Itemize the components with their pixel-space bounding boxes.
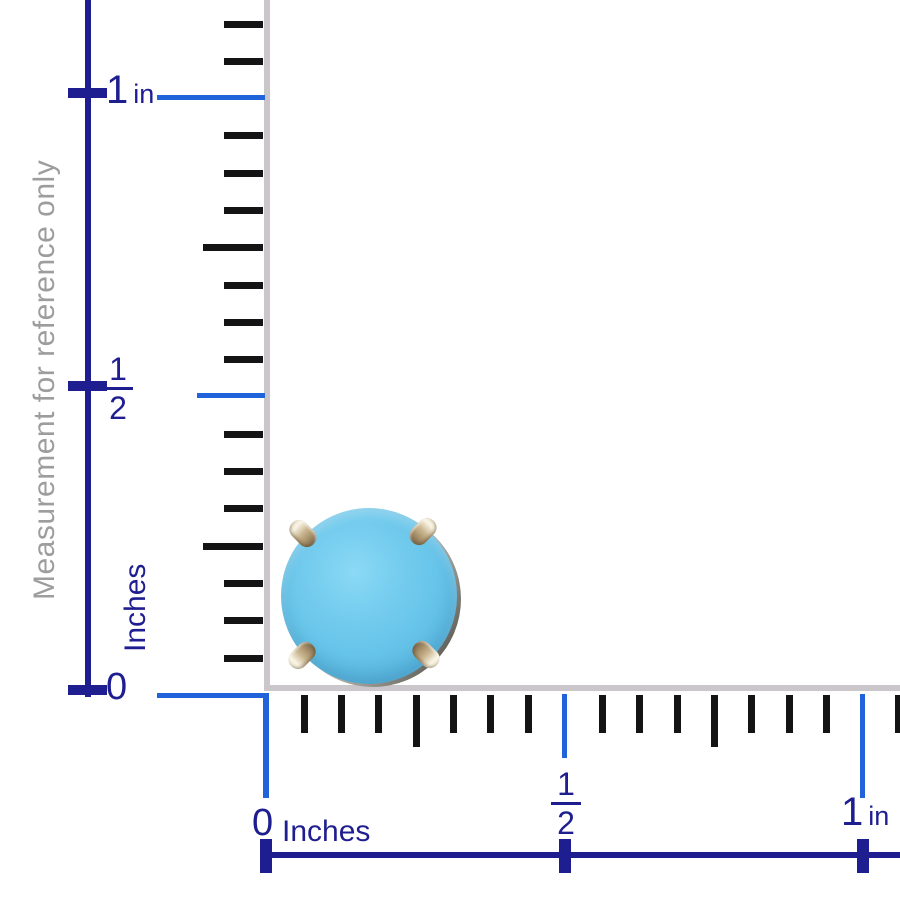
reference-note: Measurement for reference only [28,159,61,600]
tick-mark-quarter [203,543,263,550]
tick-mark-quarter [711,695,718,747]
tick-mark-quarter [203,244,263,251]
tick-mark [224,319,263,326]
bottom-ruler-cap-half [559,839,571,873]
left-ruler-unit-label: Inches [119,563,152,652]
left-half-numerator: 1 [109,351,127,387]
tick-mark [224,655,263,662]
left-one-number: 1 [106,68,129,112]
guide-line-0-vertical [263,693,269,798]
left-ruler-line [85,0,91,697]
left-ruler-cap-1in [68,88,107,98]
fraction-bar [103,387,133,390]
tick-mark [224,468,263,475]
tick-mark-quarter [413,695,420,747]
tick-mark [224,58,263,65]
bottom-ruler-cap-1in [857,839,869,873]
tick-mark [224,431,263,438]
bottom-ruler-label-0: 0 [252,802,274,844]
tick-mark [224,356,263,363]
guide-line-1in-bottom [860,694,865,798]
left-ruler-cap-half [68,381,107,391]
bottom-one-unit: in [868,801,890,831]
bottom-ruler-unit-label: Inches [282,815,371,848]
bottom-half-numerator: 1 [557,766,575,802]
left-ruler-label-1in: 1 in [106,70,154,110]
tick-mark [224,207,263,214]
frame-vertical-bar [264,0,270,691]
tick-mark [224,132,263,139]
left-ruler-label-half: 1 2 [103,353,133,424]
tick-mark [748,695,755,733]
tick-mark [375,695,382,733]
left-half-denominator: 2 [109,390,127,426]
left-ruler-cap-0 [68,685,107,695]
guide-line-half-bottom [562,694,567,758]
tick-mark [450,695,457,733]
bottom-ruler-line [264,852,900,858]
tick-mark [224,505,263,512]
tick-mark [636,695,643,733]
tick-mark [301,695,308,733]
tick-mark [823,695,830,733]
fraction-bar [551,802,581,805]
tick-mark [487,695,494,733]
tick-mark [674,695,681,733]
tick-mark [599,695,606,733]
guide-line-1in-left [157,95,265,100]
tick-mark [338,695,345,733]
bottom-half-denominator: 2 [557,805,575,841]
tick-mark [224,617,263,624]
left-one-unit: in [133,79,155,109]
tick-mark [525,695,532,733]
tick-mark [786,695,793,733]
frame-horizontal-bar [264,685,900,691]
bottom-ruler-label-1in: 1 in [841,792,889,832]
tick-mark [224,21,263,28]
tick-mark [224,282,263,289]
guide-line-half-left [197,393,265,398]
bottom-ruler-cap-0 [260,839,272,873]
guide-line-0-horizontal [157,693,269,698]
left-ruler-label-0: 0 [106,666,128,708]
bottom-one-number: 1 [841,790,864,834]
tick-mark [224,580,263,587]
tick-mark [224,170,263,177]
tick-mark [895,695,900,733]
bottom-ruler-label-half: 1 2 [551,768,581,839]
